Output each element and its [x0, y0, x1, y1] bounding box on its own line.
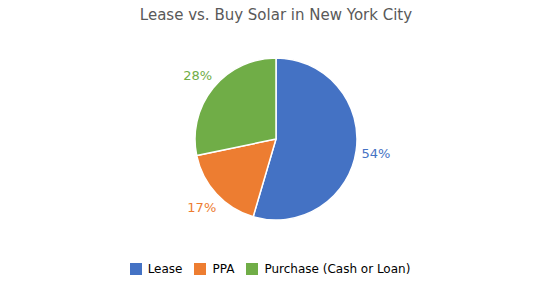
html-text:Lease vs. Buy Solar in New Yor: Lease vs. Buy Solar in New York City — [139, 6, 413, 24]
svg-text:54%: 54% — [362, 146, 391, 161]
html-text:Lease: Lease — [147, 261, 183, 276]
svg-text:17%: 17% — [187, 200, 216, 215]
svg-text:28%: 28% — [183, 68, 212, 83]
html-text:Purchase (Cash or Loan): Purchase (Cash or Loan) — [264, 261, 411, 276]
html-text:PPA: PPA — [212, 261, 235, 276]
